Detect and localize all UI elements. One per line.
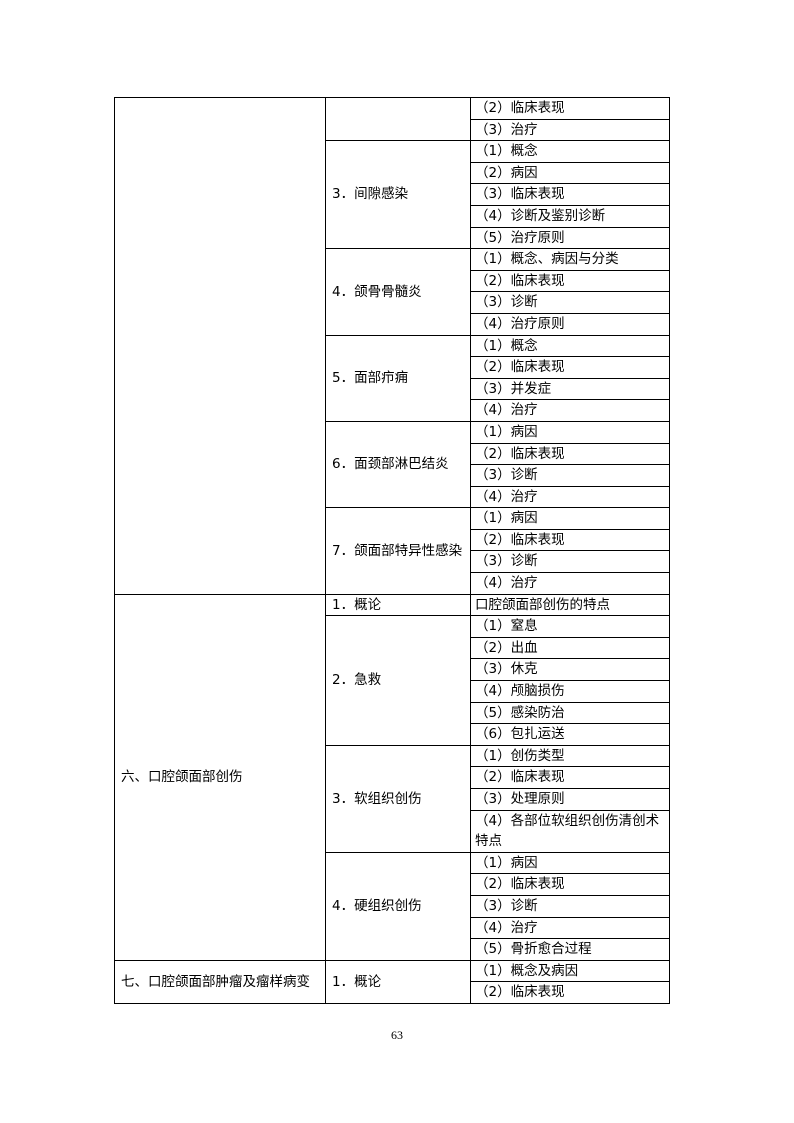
- topic-item: （3）处理原则: [470, 788, 670, 811]
- topic-item: （5）治疗原则: [470, 226, 670, 250]
- table-row: 4．硬组织创伤 （1）病因: [115, 851, 670, 961]
- table-row: （3）并发症: [115, 377, 670, 401]
- topic-item: （4）治疗: [470, 485, 670, 509]
- topic-item: 口腔颌面部创伤的特点: [470, 593, 670, 617]
- table-row: （4）诊断及鉴别诊断: [115, 204, 670, 228]
- syllabus-table: （2）临床表现 （3）治疗 3．间隙感染 （1）概念 （2）病因 （3）临床表现 （4）诊断…: [114, 96, 670, 1004]
- topic-item: （3）临床表现: [470, 183, 670, 206]
- topic-title: 1．概论: [325, 593, 471, 617]
- topic-item: （2）临床表现: [470, 873, 670, 896]
- topic-title: 7．颌面部特异性感染: [325, 507, 471, 595]
- page-number: 63: [391, 1028, 403, 1042]
- topic-item: （1）概念: [470, 334, 670, 358]
- topic-item: （3）诊断: [470, 291, 670, 314]
- topic-item: （4）治疗原则: [470, 312, 670, 336]
- topic-item: （3）休克: [470, 658, 670, 682]
- table-row: （3）处理原则: [115, 788, 670, 811]
- topic-item: （1）创伤类型: [470, 744, 670, 768]
- topic-item: （1）病因: [470, 851, 670, 875]
- table-row: （3）诊断: [115, 550, 670, 574]
- topic-item: （2）病因: [470, 161, 670, 185]
- topic-title: 2．急救: [325, 615, 471, 746]
- topic-item: （6）包扎运送: [470, 723, 670, 746]
- topic-item: （1）概念及病因: [470, 959, 670, 983]
- table-row: 2．急救 （1）窒息: [115, 615, 670, 746]
- topic-title: [325, 96, 471, 142]
- topic-item: （2）临床表现: [470, 269, 670, 293]
- topic-item: （4）诊断及鉴别诊断: [470, 204, 670, 228]
- topic-item: （3）并发症: [470, 377, 670, 401]
- topic-item: （3）治疗: [470, 118, 670, 142]
- table-row: （3）临床表现: [115, 183, 670, 206]
- table-row: 七、口腔颌面部肿瘤及瘤样病变 1．概论 （1）概念及病因: [114, 959, 670, 1004]
- topic-item: （3）诊断: [470, 550, 670, 574]
- table-row: （5）治疗原则: [115, 226, 670, 250]
- table-row: 3．软组织创伤 （1）创伤类型: [115, 744, 670, 853]
- topic-item: （2）临床表现: [470, 528, 670, 552]
- topic-item: （1）病因: [470, 507, 670, 530]
- topic-item: （2）临床表现: [470, 356, 670, 379]
- table-row: 5．面部疖痈 （1）概念: [115, 334, 670, 422]
- table-row: （2）病因: [115, 161, 670, 185]
- topic-item: （2）临床表现: [470, 766, 670, 789]
- section-title: 六、口腔颌面部创伤: [114, 593, 326, 961]
- topic-item: （2）临床表现: [470, 981, 670, 1004]
- topic-item: （4）治疗: [470, 399, 670, 422]
- table-row: （2）临床表现: [114, 96, 670, 595]
- table-row: （2）临床表现: [115, 269, 670, 293]
- table-row: （2）出血: [115, 636, 670, 660]
- table-row: （2）临床表现: [115, 981, 670, 1004]
- topic-item: （3）诊断: [470, 894, 670, 918]
- table-row: （3）诊断: [115, 894, 670, 918]
- topic-item: （1）病因: [470, 420, 670, 444]
- topic-item: （4）颅脑损伤: [470, 680, 670, 703]
- table-row: （6）包扎运送: [115, 723, 670, 746]
- topic-title: 1．概论: [325, 959, 471, 1004]
- table-row: 7．颌面部特异性感染 （1）病因: [115, 507, 670, 595]
- section-title: 七、口腔颌面部肿瘤及瘤样病变: [114, 959, 326, 1004]
- topic-title: 6．面颈部淋巴结炎: [325, 420, 471, 509]
- topic-item: （1）窒息: [470, 615, 670, 638]
- section-title: [114, 97, 326, 595]
- table-row: （3）诊断: [115, 291, 670, 314]
- topic-item: （2）临床表现: [470, 442, 670, 466]
- table-row: 六、口腔颌面部创伤 1．概论 口腔颌面部创伤的特点: [114, 593, 670, 961]
- topic-title: 5．面部疖痈: [325, 334, 471, 422]
- topic-title: 3．间隙感染: [325, 140, 471, 250]
- topic-item: （3）诊断: [470, 464, 670, 487]
- table-row: （3）治疗: [115, 118, 670, 142]
- table-row: （4）治疗: [115, 399, 670, 422]
- topic-item: （4）各部位软组织创伤清创术特点: [470, 809, 670, 853]
- topic-item: （4）治疗: [470, 916, 670, 940]
- table-row: （4）治疗: [115, 572, 670, 595]
- table-row: （4）治疗原则: [115, 312, 670, 336]
- topic-item: （2）出血: [470, 636, 670, 660]
- topic-title: 3．软组织创伤: [325, 744, 471, 853]
- table-row: （3）诊断: [115, 464, 670, 487]
- topic-item: （5）感染防治: [470, 701, 670, 725]
- table-row: （4）各部位软组织创伤清创术特点: [115, 809, 670, 853]
- topic-title: 4．颌骨骨髓炎: [325, 248, 471, 336]
- topic-item: （2）临床表现: [470, 97, 670, 120]
- topic-item: （5）骨折愈合过程: [470, 938, 670, 961]
- table-row: （2）临床表现: [115, 766, 670, 789]
- topic-item: （1）概念、病因与分类: [470, 248, 670, 271]
- topic-item: （1）概念: [470, 140, 670, 163]
- topic-title: 4．硬组织创伤: [325, 851, 471, 961]
- topic-item: （4）治疗: [470, 572, 670, 595]
